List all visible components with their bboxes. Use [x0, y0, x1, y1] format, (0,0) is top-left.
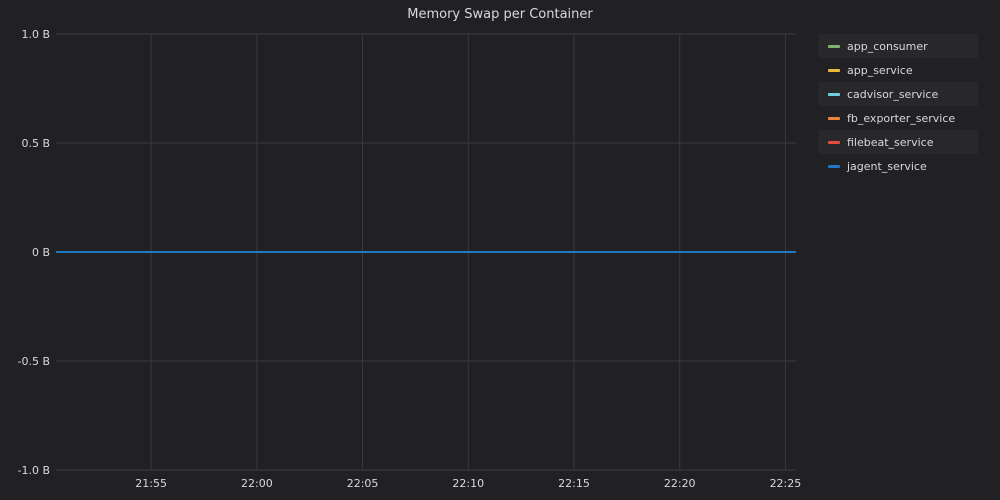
x-tick-label: 22:15	[558, 477, 590, 490]
legend-swatch-icon	[828, 44, 840, 48]
legend-label: app_service	[847, 63, 913, 77]
legend-swatch-icon	[828, 68, 840, 72]
x-tick-label: 21:55	[135, 477, 167, 490]
y-tick-label: 0 B	[32, 246, 50, 259]
legend-item-cadvisor_service[interactable]: cadvisor_service	[818, 82, 978, 106]
y-axis: 1.0 B 0.5 B 0 B -0.5 B -1.0 B	[17, 28, 50, 477]
legend-label: app_consumer	[847, 39, 928, 53]
legend-swatch-icon	[828, 140, 840, 144]
x-tick-label: 22:25	[770, 477, 802, 490]
legend-label: jagent_service	[847, 159, 927, 173]
legend-swatch-icon	[828, 92, 840, 96]
legend-swatch-icon	[828, 164, 840, 168]
legend-label: filebeat_service	[847, 135, 934, 149]
legend-item-filebeat_service[interactable]: filebeat_service	[818, 130, 978, 154]
x-axis: 21:55 22:00 22:05 22:10 22:15 22:20 22:25	[135, 477, 801, 490]
legend-item-app_service[interactable]: app_service	[818, 58, 978, 82]
legend-item-fb_exporter_service[interactable]: fb_exporter_service	[818, 106, 978, 130]
legend-item-app_consumer[interactable]: app_consumer	[818, 34, 978, 58]
y-tick-label: 1.0 B	[21, 28, 50, 41]
legend-swatch-icon	[828, 116, 840, 120]
y-tick-label: -1.0 B	[17, 464, 50, 477]
legend-label: cadvisor_service	[847, 87, 939, 101]
chart-title: Memory Swap per Container	[407, 7, 593, 22]
x-tick-label: 22:00	[241, 477, 273, 490]
legend-label: fb_exporter_service	[847, 111, 956, 125]
y-tick-label: -0.5 B	[17, 355, 50, 368]
y-tick-label: 0.5 B	[21, 137, 50, 150]
x-tick-label: 22:20	[664, 477, 696, 490]
x-tick-label: 22:10	[452, 477, 484, 490]
x-tick-label: 22:05	[347, 477, 379, 490]
legend-item-jagent_service[interactable]: jagent_service	[818, 154, 978, 178]
